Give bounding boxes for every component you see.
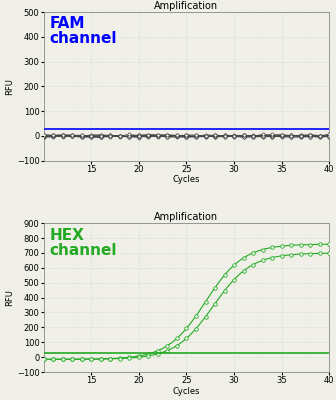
Y-axis label: RFU: RFU xyxy=(5,78,14,95)
Title: Amplification: Amplification xyxy=(155,1,218,11)
Text: HEX
channel: HEX channel xyxy=(49,228,117,258)
Title: Amplification: Amplification xyxy=(155,212,218,222)
Y-axis label: RFU: RFU xyxy=(5,289,14,306)
X-axis label: Cycles: Cycles xyxy=(173,175,200,184)
X-axis label: Cycles: Cycles xyxy=(173,386,200,396)
Text: FAM
channel: FAM channel xyxy=(49,16,117,46)
